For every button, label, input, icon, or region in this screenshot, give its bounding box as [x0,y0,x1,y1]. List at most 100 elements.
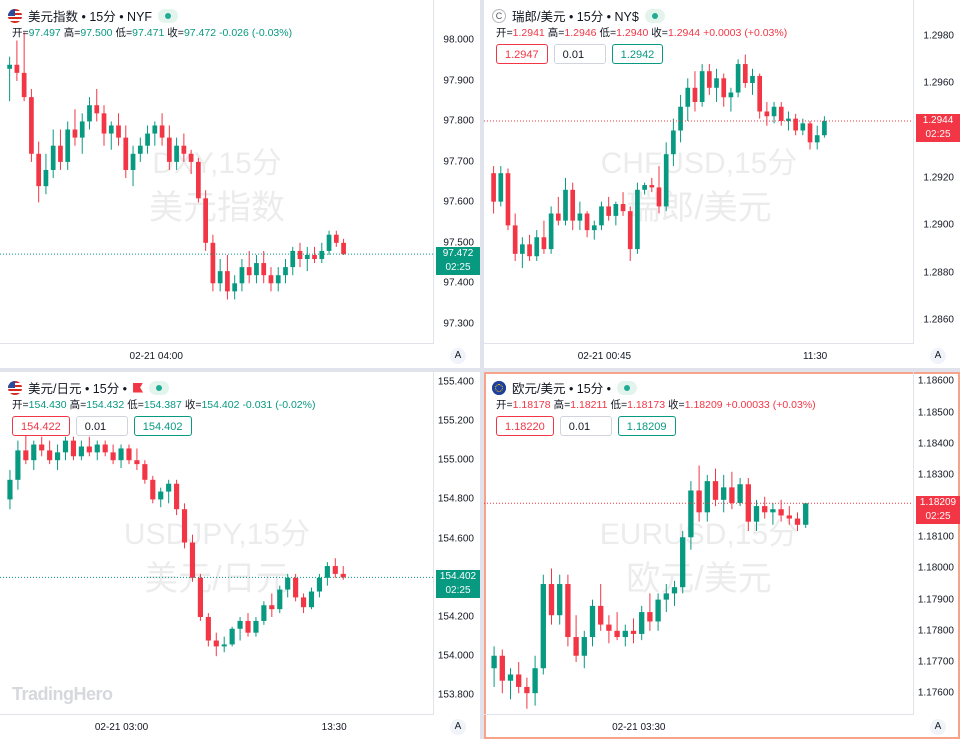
ohlc-label: 高 [63,27,75,39]
symbol-title[interactable]: 美元指数 • 15分 • NYF [28,10,153,24]
candle-body [269,605,275,610]
price-tick-label: 1.2900 [923,219,954,231]
candle-body [197,577,203,617]
candle-body [762,506,768,513]
symbol-title[interactable]: 瑞郎/美元 • 15分 • NY$ [512,10,639,24]
quantity-input[interactable]: 0.01 [553,44,606,64]
time-axis[interactable]: 02-21 00:45 11:30 [484,343,914,368]
market-status-icon[interactable] [644,8,665,23]
ohlc-value-o: 1.2941 [512,27,545,39]
auto-scale-button[interactable]: A [930,348,946,364]
price-tick-label: 1.18000 [917,562,954,574]
candle-body [729,487,735,503]
current-price-value: 1.18209 [919,497,957,509]
chart-panel-usdjpy[interactable]: USDJPY,15分 美元/日元 155.400 155.200 155.000 154.… [0,372,480,739]
candlestick-chart [0,32,434,300]
ohlc-label: 收 [651,27,662,39]
price-tick-label: 97.600 [443,196,474,208]
c-flag-icon: C [492,8,506,23]
candlestick-chart [484,465,914,709]
candle-body [277,589,283,610]
watermark-symbol: USDJPY,15分 [123,518,311,552]
auto-scale-button[interactable]: A [450,348,466,364]
bar-countdown: 02:25 [445,262,471,274]
sell-button[interactable]: 1.2947 [496,44,548,64]
ohlc-value-c: 97.472 [183,27,217,39]
candle-body [316,577,323,592]
time-axis[interactable]: 02-21 03:30 [484,714,914,739]
sell-button[interactable]: 154.422 [12,416,70,436]
candle-body [126,448,132,461]
candle-body [181,509,188,543]
buy-button[interactable]: 1.18209 [617,416,676,436]
price-tick-label: 154.200 [437,611,474,623]
candle-body [656,187,662,207]
red-flag-icon[interactable] [133,382,144,393]
candle-body [505,173,511,226]
time-axis[interactable]: 02-21 04:00 [0,343,434,368]
candle-body [800,123,806,131]
price-axis[interactable]: 155.400 155.200 155.000 154.800 154.600 154.4… [433,372,480,715]
buy-button[interactable]: 154.402 [133,416,192,436]
symbol-title[interactable]: 欧元/美元 • 15分 • [512,382,612,396]
candle-body [221,644,227,647]
candle-body [803,503,809,525]
candle-body [771,106,777,117]
price-change-percent: (-0.02%) [275,399,316,411]
market-status-icon[interactable] [158,8,179,23]
candle-body [520,244,525,254]
quantity-input[interactable]: 0.01 [559,416,612,436]
price-axis[interactable]: 1.29801.29601.29401.29201.29001.28801.28… [913,0,960,344]
price-tick-label: 1.2980 [923,30,954,42]
chart-panel-eurusd[interactable]: EURUSD,15分 欧元/美元 1.18600 1.18500 1.18400 1.18… [484,372,960,739]
chart-panel-dxy[interactable]: DXY,15分 美元指数 98.000 97.900 97.800 97.700 97.60… [0,0,480,368]
price-tick-label: 1.18600 [917,375,954,387]
candle-body [261,605,267,621]
candle-body [293,577,299,598]
buy-button[interactable]: 1.2942 [611,44,664,64]
current-price-value: 154.402 [439,571,477,583]
symbol-title[interactable]: 美元/日元 • 15分 • [28,382,128,396]
candle-body [261,263,267,276]
symbol-header[interactable]: 美元/日元 • 15分 • [8,378,170,397]
candle-body [87,105,92,122]
time-axis[interactable]: 02-21 03:00 13:30 [0,714,434,739]
price-tick-label: 97.300 [443,318,474,330]
candle-body [491,655,497,669]
price-tick-label: 97.900 [443,75,474,87]
candle-body [324,566,330,578]
symbol-header[interactable]: C 瑞郎/美元 • 15分 • NY$ [492,6,665,25]
price-axis[interactable]: 98.000 97.900 97.800 97.700 97.600 97.500 97.4… [433,0,480,344]
candle-body [304,254,310,260]
symbol-header[interactable]: 美元指数 • 15分 • NYF [8,6,179,25]
candle-body [94,444,100,453]
candle-body [217,271,223,284]
auto-scale-button[interactable]: A [930,719,946,735]
price-tick-label: 1.18400 [917,438,954,450]
candle-body [102,444,108,453]
price-tick-label: 1.2880 [923,267,954,279]
current-price-value: 1.2944 [922,114,954,126]
candle-body [54,452,61,461]
quantity-input[interactable]: 0.01 [75,416,128,436]
candle-body [692,87,698,103]
market-status-icon[interactable] [149,380,170,395]
candle-body [742,64,748,84]
candle-body [753,506,760,522]
candle-body [622,630,628,638]
current-price-tag: 1.18209 02:25 [916,496,960,525]
ohlc-value-l: 154.387 [143,399,182,411]
candle-body [130,153,136,170]
price-axis[interactable]: 1.186001.185001.184001.183001.182001.181… [913,372,960,715]
ohlc-value-l: 1.2940 [616,27,649,39]
market-status-icon[interactable] [617,380,638,395]
time-tick-label: 02-21 04:00 [129,351,183,362]
symbol-header[interactable]: 欧元/美元 • 15分 • [492,378,638,397]
auto-scale-button[interactable]: A [450,719,466,735]
candle-body [498,173,504,202]
sell-button[interactable]: 1.18220 [496,416,554,436]
candle-body [737,484,743,503]
candle-body [573,637,579,656]
candle-body [14,64,20,73]
